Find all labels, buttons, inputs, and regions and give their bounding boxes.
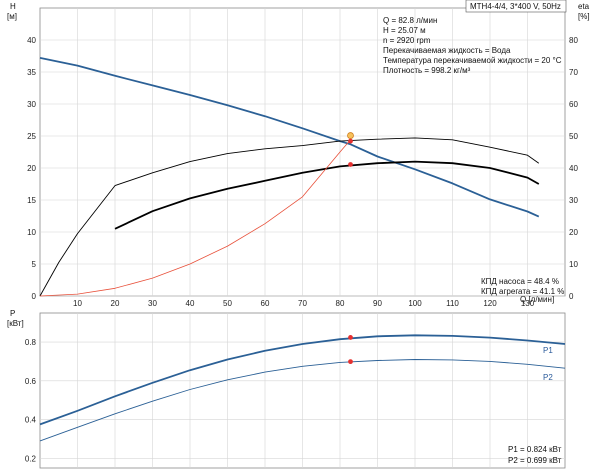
x-tick-label: 80: [336, 299, 345, 308]
x-tick-label: 40: [186, 299, 195, 308]
head-curve: [39, 57, 540, 218]
top-series-group: [39, 57, 540, 297]
right-y-tick-label: 20: [569, 228, 578, 237]
x-tick-label: 60: [261, 299, 270, 308]
x-tick-label: 90: [373, 299, 382, 308]
power-y-tick-label: 0.4: [25, 416, 37, 425]
left-y-tick-label: 0: [32, 292, 37, 301]
bottom-axis-ticks: 0.2 0.4 0.6 0.8: [25, 338, 37, 463]
x-tick-label: 50: [223, 299, 232, 308]
left-y-tick-label: 20: [27, 164, 36, 173]
x-tick-label: 110: [446, 299, 459, 308]
left-axis-label-symbol: H: [10, 2, 16, 11]
system-curve: [39, 139, 351, 297]
chart-title: MTH4-4/4, 3*400 V, 50Hz: [470, 2, 561, 11]
pump-efficiency-marker: [348, 138, 353, 144]
right-y-tick-label: 40: [569, 164, 578, 173]
left-y-tick-label: 15: [27, 196, 36, 205]
left-y-tick-label: 10: [27, 228, 36, 237]
right-y-tick-label: 60: [569, 100, 578, 109]
left-y-tick-label: 5: [32, 260, 37, 269]
x-tick-label: 20: [111, 299, 120, 308]
x-tick-label: 130: [521, 299, 535, 308]
bottom-series-group: [39, 334, 566, 442]
p1-note: P1 = 0.824 кВт: [508, 445, 562, 454]
right-y-tick-label: 0: [569, 292, 574, 301]
x-axis-label: Q [л/мин]: [520, 295, 554, 304]
x-tick-label: 100: [408, 299, 422, 308]
left-y-tick-label: 35: [27, 68, 36, 77]
series-label-p1: P1: [543, 346, 553, 355]
x-tick-label: 10: [73, 299, 82, 308]
top-axis-ticks: 10 20 30 40 50 60 70 80 90 100 110 120 1300510152025…: [27, 36, 578, 308]
right-axis-label-symbol: eta: [578, 2, 590, 11]
power-curve-p2: [39, 359, 566, 442]
x-tick-label: 120: [483, 299, 497, 308]
right-y-tick-label: 70: [569, 68, 578, 77]
x-tick-label: 30: [148, 299, 157, 308]
power-curve-p1: [39, 334, 566, 426]
unit-efficiency-marker: [348, 162, 353, 167]
unit-efficiency-note: КПД агрегата = 41.1 %: [481, 287, 564, 296]
power-point-marker: [348, 359, 353, 365]
power-axis-label-unit: [кВт]: [7, 319, 24, 328]
pump-efficiency-curve: [39, 137, 540, 297]
power-y-tick-label: 0.8: [25, 338, 37, 347]
right-y-tick-label: 50: [569, 132, 578, 141]
series-label-p2: P2: [543, 373, 553, 382]
annotation-q: Q = 82.8 л/мин: [383, 16, 437, 25]
top-grid: [40, 8, 565, 297]
left-axis-label-unit: [м]: [7, 12, 17, 21]
annotation-liquid: Перекачиваемая жидкость = Вода: [383, 46, 511, 55]
annotation-n: n = 2920 rpm: [383, 36, 431, 45]
left-y-tick-label: 30: [27, 100, 36, 109]
p2-note: P2 = 0.699 кВт: [508, 456, 562, 465]
annotation-h: H = 25.07 м: [383, 26, 426, 35]
unit-efficiency-curve: [114, 160, 540, 230]
right-axis-label-unit: [%]: [578, 12, 590, 21]
left-y-tick-label: 40: [27, 36, 36, 45]
operating-point-marker: [347, 132, 354, 139]
power-y-tick-label: 0.2: [25, 454, 37, 463]
chart-title-box: [465, 0, 567, 13]
power-axis-label-symbol: P: [10, 309, 15, 318]
right-y-tick-label: 30: [569, 196, 578, 205]
pump-efficiency-note: КПД насоса = 48.4 %: [481, 277, 559, 286]
right-y-tick-label: 80: [569, 36, 578, 45]
power-y-tick-label: 0.6: [25, 377, 37, 386]
annotation-density: Плотность = 998.2 кг/м³: [383, 66, 471, 75]
right-y-tick-label: 10: [569, 260, 578, 269]
left-y-tick-label: 25: [27, 132, 36, 141]
annotation-temperature: Температура перекачиваемой жидкости = 20…: [383, 56, 562, 65]
power-point-marker: [348, 335, 353, 340]
x-tick-label: 70: [298, 299, 307, 308]
